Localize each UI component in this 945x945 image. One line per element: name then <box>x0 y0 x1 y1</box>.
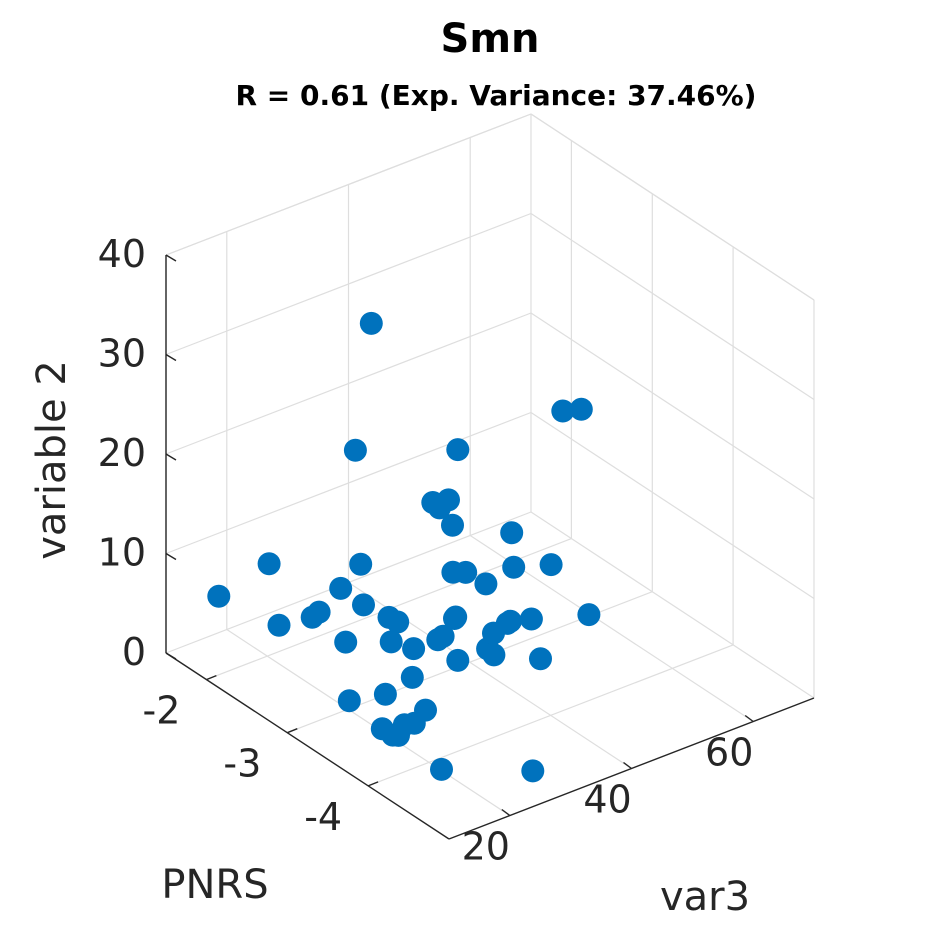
data-point <box>207 584 231 608</box>
wall-grid-line <box>165 312 532 455</box>
z-tick-mark <box>165 552 177 561</box>
y-tick-label: -3 <box>223 742 261 786</box>
data-point <box>430 757 453 781</box>
data-point <box>334 630 358 654</box>
z-tick-mark <box>165 353 177 362</box>
floor-grid-line <box>226 628 511 817</box>
data-point <box>431 624 455 648</box>
floor-grid-line <box>367 644 734 787</box>
x-tick-label: 40 <box>583 778 631 822</box>
data-point <box>551 399 575 423</box>
y-tick-mark <box>367 781 379 787</box>
z-tick-mark <box>165 254 177 262</box>
z-tick-label: 0 <box>122 630 146 674</box>
wall-grid-line <box>530 212 815 401</box>
grid-lines <box>165 113 815 817</box>
data-point <box>441 560 465 584</box>
data-point <box>267 613 291 637</box>
data-point <box>337 689 361 713</box>
z-tick-label: 30 <box>98 332 146 376</box>
wall-grid-line <box>165 212 532 356</box>
data-point <box>539 553 563 577</box>
data-point <box>400 665 424 689</box>
data-point <box>446 648 470 672</box>
data-point <box>500 521 524 545</box>
data-point <box>386 610 410 634</box>
box-edge <box>530 113 815 301</box>
data-point <box>446 438 470 462</box>
data-point <box>349 552 373 576</box>
data-point <box>498 609 522 633</box>
data-points <box>207 311 601 783</box>
wall-grid-line <box>530 511 815 699</box>
data-point <box>569 397 593 421</box>
data-point <box>529 647 552 671</box>
data-point <box>521 759 545 783</box>
data-point <box>300 605 324 629</box>
data-point <box>379 630 403 654</box>
x-tick-label: 60 <box>705 731 753 775</box>
wall-grid-line <box>530 312 815 500</box>
data-point <box>402 637 426 661</box>
data-point <box>329 576 353 600</box>
y-axis-label: PNRS <box>161 862 268 908</box>
data-point <box>359 311 383 335</box>
z-tick-label: 40 <box>98 232 146 276</box>
x-tick-mark <box>623 761 632 770</box>
wall-grid-line <box>165 411 532 555</box>
data-point <box>482 621 505 645</box>
z-tick-mark <box>165 453 177 461</box>
data-point <box>441 513 464 537</box>
z-tick-mark <box>165 652 177 660</box>
box-edge <box>165 113 532 256</box>
data-point <box>373 682 397 706</box>
data-point <box>387 723 410 747</box>
chart-subtitle: R = 0.61 (Exp. Variance: 37.46%) <box>236 79 757 112</box>
y-tick-label: -2 <box>143 689 181 733</box>
x-axis-label: var3 <box>660 874 750 920</box>
data-point <box>444 605 468 629</box>
x-tick-mark <box>744 714 754 723</box>
z-axis-label: variable 2 <box>29 360 75 560</box>
data-point <box>343 438 367 462</box>
axis-lines <box>165 254 815 840</box>
z-tick-label: 10 <box>98 531 146 575</box>
z-tick-label: 20 <box>98 431 146 475</box>
y-tick-mark <box>287 728 298 734</box>
y-tick-mark <box>206 674 217 681</box>
y-axis-line <box>165 652 450 840</box>
data-point <box>474 572 498 596</box>
data-point <box>257 552 281 576</box>
data-point <box>519 607 543 631</box>
x-tick-mark <box>501 808 511 817</box>
data-point <box>352 593 375 617</box>
y-tick-label: -4 <box>304 795 342 839</box>
x-tick-label: 20 <box>462 825 510 869</box>
data-point <box>577 603 601 627</box>
data-point <box>502 555 526 579</box>
chart-title: Smn <box>441 16 540 62</box>
data-point <box>437 488 460 512</box>
wall-grid-line <box>530 411 815 600</box>
tick-labels: 20 40 60 -2 -3 -4 0 10 20 30 40 <box>98 232 754 869</box>
